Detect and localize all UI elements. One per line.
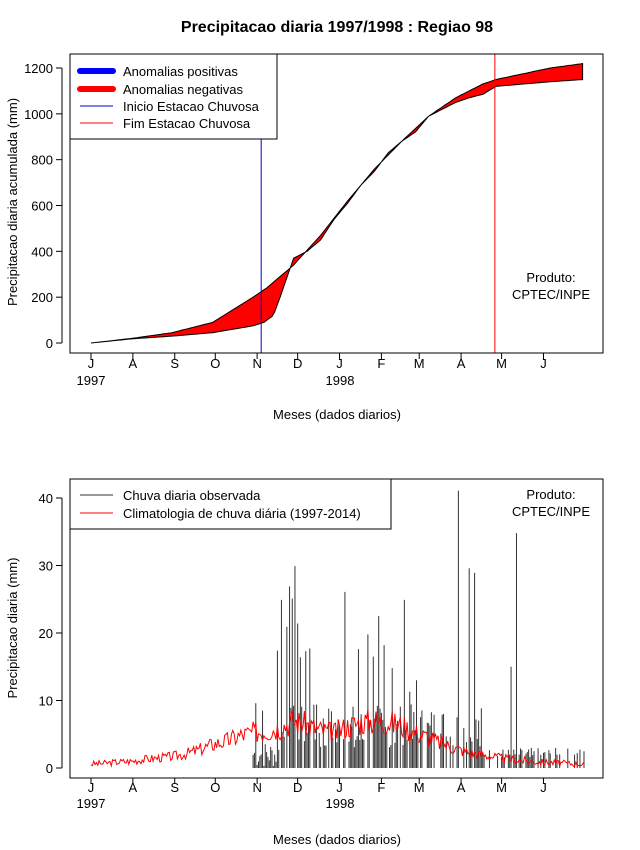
top-x-tick-label: O (210, 356, 220, 371)
bottom-y-axis: 0 10 20 30 40 (39, 491, 63, 776)
top-x-tick-label: J (336, 356, 343, 371)
bottom-year-label-1998: 1998 (326, 796, 355, 811)
top-year-label-1997: 1997 (77, 373, 106, 388)
top-y-tick-label: 0 (46, 336, 53, 351)
legend-climatology-label: Climatologia de chuva diária (1997-2014) (123, 506, 361, 521)
top-annotation-line2: CPTEC/INPE (512, 287, 590, 302)
bottom-annotation-line2: CPTEC/INPE (512, 504, 590, 519)
top-x-tick-label: S (170, 356, 179, 371)
top-y-tick-label: 800 (31, 153, 53, 168)
bottom-y-tick-label: 10 (39, 694, 53, 709)
top-y-tick-label: 1200 (24, 61, 53, 76)
bottom-y-tick-label: 20 (39, 626, 53, 641)
bottom-y-tick-label: 30 (39, 559, 53, 574)
bottom-legend: Chuva diaria observada Climatologia de c… (69, 478, 392, 530)
top-x-tick-label: J (88, 356, 95, 371)
bottom-x-tick-label: O (210, 780, 220, 795)
legend-positive-label: Anomalias positivas (123, 64, 238, 79)
legend-negative-label: Anomalias negativas (123, 82, 243, 97)
top-x-tick-label: D (293, 356, 302, 371)
top-x-tick-label: F (377, 356, 385, 371)
top-x-tick-label: J (540, 356, 547, 371)
bottom-x-tick-label: F (377, 780, 385, 795)
climatology-line-group (90, 709, 585, 768)
bottom-x-tick-label: A (457, 780, 466, 795)
bottom-x-tick-label: A (129, 780, 138, 795)
top-x-tick-label: M (414, 356, 425, 371)
bottom-x-tick-label: S (170, 780, 179, 795)
bottom-x-tick-label: M (496, 780, 507, 795)
legend-observed-label: Chuva diaria observada (123, 488, 261, 503)
bottom-x-tick-label: J (336, 780, 343, 795)
bottom-x-tick-label: N (252, 780, 261, 795)
bottom-x-axis-label: Meses (dados diarios) (273, 832, 401, 847)
top-year-label-1998: 1998 (326, 373, 355, 388)
top-y-tick-label: 200 (31, 290, 53, 305)
top-annotation-line1: Produto: (526, 270, 575, 285)
top-legend: Anomalias positivas Anomalias negativas … (69, 53, 278, 140)
legend-start-label: Inicio Estacao Chuvosa (123, 99, 260, 114)
bottom-y-tick-label: 0 (46, 761, 53, 776)
top-y-axis-label: Precipitacao diaria acumulada (mm) (5, 98, 20, 306)
bottom-y-tick-label: 40 (39, 491, 53, 506)
top-x-tick-label: A (457, 356, 466, 371)
bottom-x-tick-label: J (88, 780, 95, 795)
cumulative-chart: Precipitacao diaria 1997/1998 : Regiao 9… (5, 19, 604, 422)
anomaly-area (90, 63, 584, 344)
climatology-line (90, 709, 585, 768)
legend-end-label: Fim Estacao Chuvosa (123, 116, 251, 131)
bottom-year-label-1997: 1997 (77, 796, 106, 811)
top-chart-title: Precipitacao diaria 1997/1998 : Regiao 9… (181, 19, 493, 36)
top-x-axis-label: Meses (dados diarios) (273, 407, 401, 422)
top-y-tick-label: 1000 (24, 107, 53, 122)
top-y-tick-label: 600 (31, 199, 53, 214)
top-x-tick-label: N (252, 356, 261, 371)
daily-rain-chart: 0 10 20 30 40 J A S O N D J F M A M J 1997 1998 Meses (… (5, 478, 604, 847)
top-x-tick-label: M (496, 356, 507, 371)
bottom-x-tick-label: M (414, 780, 425, 795)
bottom-x-tick-label: D (293, 780, 302, 795)
top-y-axis: 0 200 400 600 800 1000 1200 (24, 61, 63, 351)
bottom-y-axis-label: Precipitacao diaria (mm) (5, 558, 20, 699)
bottom-x-tick-label: J (540, 780, 547, 795)
negative-anomaly-area (90, 63, 584, 344)
top-x-tick-label: A (129, 356, 138, 371)
top-y-tick-label: 400 (31, 244, 53, 259)
bottom-legend-box (69, 478, 392, 530)
bottom-annotation-line1: Produto: (526, 487, 575, 502)
